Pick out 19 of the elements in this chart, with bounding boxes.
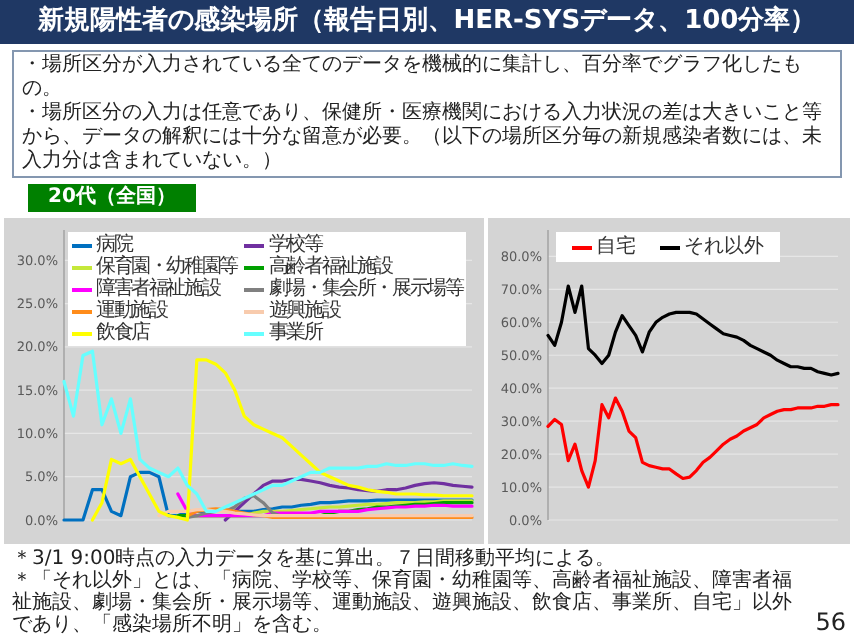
- legend-label: 事業所: [268, 322, 322, 344]
- chart-subtitle: 20代（全国）: [28, 184, 196, 212]
- legend-label: 遊興施設: [268, 300, 340, 322]
- legend-label: 飲食店: [96, 322, 149, 344]
- legend-label: 学校等: [268, 234, 322, 256]
- text: 56: [815, 608, 846, 636]
- legend-label: 運動施設: [96, 300, 167, 322]
- legend-label: 高齢者福祉施設: [268, 256, 393, 278]
- legend-label: 病院: [96, 234, 132, 256]
- legend-label: それ以外: [684, 236, 764, 258]
- text: ＊3/1 9:00時点の入力データを基に算出。７日間移動平均による。: [12, 548, 616, 570]
- legend-label: 障害者福祉施設: [96, 278, 220, 300]
- text: ＊「それ以外」とは、「病院、学校等、保育園・幼稚園等、高齢者福祉施設、障害者福祉施設、劇場・集会所・展示場等、運動施設、遊興施設、飲食店、事業所、自宅」以外であり、「感染場所不明」を含む。: [12, 570, 792, 636]
- chart-title: 新規陽性者の感染場所（報告日別、HER-SYSデータ、100分率）: [0, 0, 854, 44]
- legend-label: 自宅: [596, 236, 636, 258]
- text: ・場所区分が入力されている全てのデータを機械的に集計し、百分率でグラフ化したもの。: [22, 54, 804, 101]
- text: ・場所区分の入力は任意であり、保健所・医療機関における入力状況の差は大きいこと等から、データの解釈には十分な留意が必要。（以下の場所区分毎の新規感染者数には、未入力分は含まれていない。）: [22, 102, 824, 174]
- legend-label: 劇場・集会所・展示場等: [268, 278, 463, 300]
- legend-label: 保育園・幼稚園等: [96, 256, 237, 278]
